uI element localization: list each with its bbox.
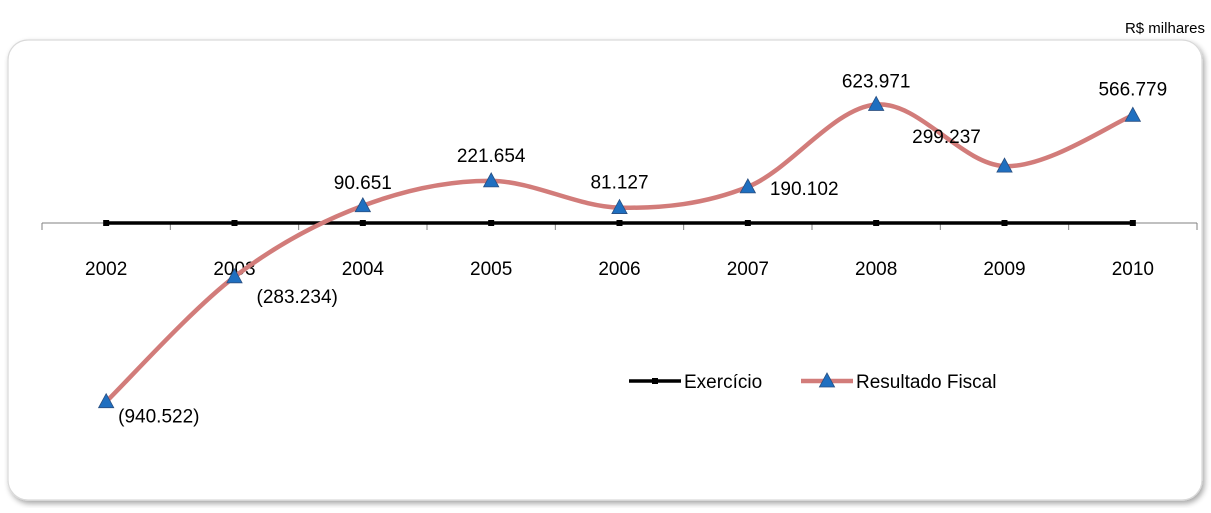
x-tick-label: 2005 [470,259,512,280]
legend-marker-exercicio [652,378,658,384]
x-tick-label: 2009 [983,259,1025,280]
marker-exercicio [873,220,880,226]
marker-exercicio [1129,220,1136,226]
marker-exercicio [744,220,751,226]
marker-resultado-fiscal [354,196,372,213]
data-label: 299.237 [912,127,981,148]
data-label: 90.651 [334,173,392,194]
chart: 200220032004200520062007200820092010 (94… [7,39,1203,501]
legend-label-resultado-fiscal: Resultado Fiscal [856,372,996,393]
marker-exercicio [103,220,110,226]
x-tick-label: 2004 [342,259,385,280]
unit-label: R$ milhares [1124,20,1205,37]
marker-exercicio [1001,220,1008,226]
data-label: 81.127 [590,173,648,194]
marker-exercicio [616,220,623,226]
x-tick-label: 2002 [85,259,127,280]
data-label: 623.971 [842,71,911,92]
x-tick-label: 2010 [1112,259,1154,280]
marker-resultado-fiscal [482,172,500,188]
chart-frame: 200220032004200520062007200820092010 (94… [4,36,1211,508]
x-tick-label: 2007 [727,259,769,280]
x-tick-label: 2008 [855,259,897,280]
data-label: (283.234) [257,287,338,308]
legend-marker-resultado-fiscal [818,372,836,388]
marker-resultado-fiscal [867,95,885,111]
legend: Exercício Resultado Fiscal [629,372,996,393]
marker-resultado-fiscal [996,157,1013,173]
marker-resultado-fiscal [1124,106,1142,122]
data-labels: (940.522) (283.234) 90.651 221.654 81.127 190… [118,71,1167,427]
marker-exercicio [359,220,366,226]
marker-resultado-fiscal [611,198,628,214]
x-tick-label: 2006 [598,259,640,280]
marker-resultado-fiscal [97,392,115,409]
plot-area-border [7,39,1203,501]
marker-exercicio [231,220,238,226]
data-label: 566.779 [1098,79,1167,100]
data-label: 221.654 [457,146,526,167]
marker-exercicio [488,220,495,226]
data-label: 190.102 [770,179,839,200]
series-layer [97,95,1142,409]
marker-resultado-fiscal [226,267,243,284]
marker-resultado-fiscal [739,178,757,194]
data-label: (940.522) [118,407,199,428]
legend-label-exercicio: Exercício [684,372,762,393]
